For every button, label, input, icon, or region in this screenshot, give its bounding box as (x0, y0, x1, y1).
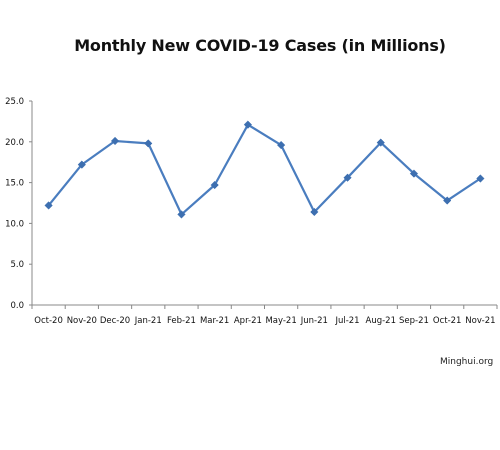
y-tick-label: 0.0 (10, 301, 24, 311)
x-tick-label: Oct-21 (433, 316, 462, 326)
y-tick-label: 15.0 (5, 179, 24, 189)
x-tick-label: Sep-21 (399, 316, 429, 326)
y-tick-label: 25.0 (5, 97, 24, 107)
data-point (210, 180, 219, 190)
x-tick-label: Oct-20 (34, 316, 63, 326)
data-point (144, 139, 153, 148)
source-watermark: Minghui.org (440, 357, 494, 367)
x-tick-label: Jan-21 (134, 316, 162, 326)
data-point (310, 207, 319, 217)
data-point (77, 160, 86, 169)
data-point (409, 169, 419, 178)
series-line (47, 123, 482, 216)
y-tick-label: 5.0 (10, 260, 24, 270)
data-point (177, 210, 186, 219)
y-tick-label: 20.0 (5, 138, 24, 148)
x-tick-label: May-21 (265, 316, 296, 326)
data-point (443, 196, 452, 205)
x-tick-label: Mar-21 (200, 316, 229, 326)
data-point (476, 174, 485, 183)
x-tick-label: Dec-20 (100, 316, 130, 326)
data-point (343, 173, 352, 182)
y-tick-label: 10.0 (5, 219, 24, 229)
data-point (110, 136, 120, 146)
x-tick-label: Jun-21 (300, 316, 328, 326)
data-point (276, 140, 286, 150)
chart-title: Monthly New COVID-19 Cases (in Millions) (74, 36, 446, 55)
x-tick-label: Feb-21 (167, 316, 196, 326)
x-tick-label: Aug-21 (366, 316, 396, 326)
data-point (44, 201, 53, 210)
x-axis-ticks: Oct-20 Nov-20 Dec-20 Jan-21 Feb-21 Mar-21 Apr-… (31, 305, 498, 326)
x-tick-label: Jul-21 (334, 316, 359, 326)
x-tick-label: Nov-21 (465, 316, 495, 326)
y-axis-ticks: 0.0 5.0 10.0 15.0 20.0 25.0 (5, 97, 32, 311)
data-point (376, 138, 385, 147)
data-point (243, 120, 253, 129)
x-tick-label: Nov-20 (67, 316, 97, 326)
x-tick-label: Apr-21 (234, 316, 262, 326)
axes (31, 101, 497, 306)
series-layer (44, 120, 485, 219)
